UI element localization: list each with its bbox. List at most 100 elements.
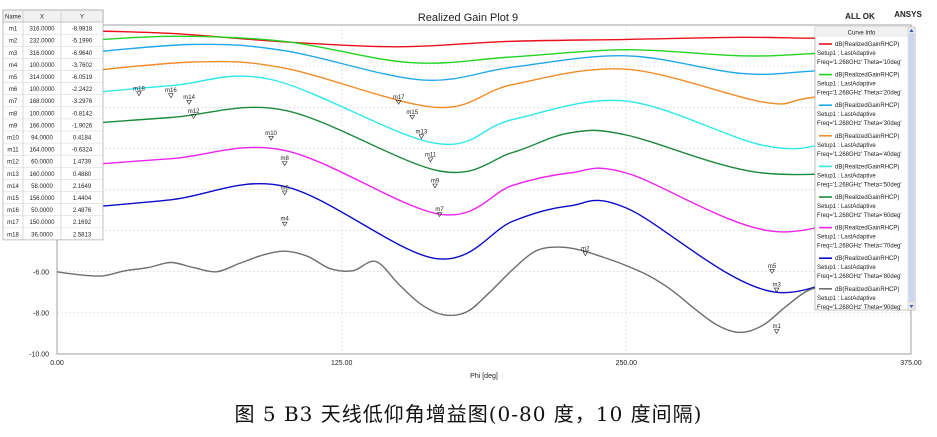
- marker-table-cell: 232.0000: [29, 39, 55, 45]
- marker-table-cell: 156.0000: [29, 196, 55, 202]
- legend-header: [815, 27, 908, 37]
- legend-entry-setup: Setup1 : LastAdaptive: [817, 173, 876, 179]
- marker-table-cell: 166.0000: [29, 123, 55, 129]
- marker-m17: [395, 99, 402, 105]
- marker-table: Name X Ym1 316.0000 -8.9818 m2 232.0000 -5.1990…: [2, 9, 104, 241]
- marker-table-cell: m11: [7, 148, 19, 154]
- legend-entry-name: dB(RealizedGainRHCP): [835, 226, 899, 232]
- marker-m15: [409, 114, 416, 120]
- legend-entry-setup: Setup1 : LastAdaptive: [817, 204, 876, 210]
- y-tick-label: -8.00: [33, 310, 49, 317]
- grid-lines: [57, 25, 911, 354]
- marker-m5: [769, 269, 775, 274]
- marker-m14: [186, 100, 192, 105]
- marker-table-cell: 316.0000: [29, 51, 55, 57]
- status-ok-label: ALL OK: [845, 12, 875, 21]
- legend-entry-freq: Freq='1.268GHz' Theta='20deg': [817, 91, 902, 97]
- x-tick-label: 250.00: [616, 360, 638, 367]
- legend-entry-name: dB(RealizedGainRHCP): [835, 287, 899, 293]
- series-line-5: [57, 75, 911, 150]
- marker-label-m9: m9: [431, 178, 440, 184]
- legend-entry-setup: Setup1 : LastAdaptive: [817, 265, 876, 271]
- marker-label-m12: m12: [188, 109, 200, 115]
- marker-table-cell: 0.4880: [73, 172, 92, 178]
- marker-table-cell: -3.2976: [72, 99, 93, 105]
- marker-m11: [427, 157, 434, 163]
- legend-scroll-thumb[interactable]: [909, 33, 914, 302]
- marker-table-cell: 164.0000: [29, 148, 55, 154]
- series-line-4: [57, 60, 911, 109]
- plot-area: [56, 24, 912, 355]
- marker-table-cell: 60.0000: [31, 160, 53, 166]
- marker-table-cell: m9: [9, 123, 18, 129]
- marker-table-cell: 58.0000: [31, 184, 53, 190]
- marker-m9: [432, 183, 438, 189]
- marker-table-cell: m5: [9, 75, 18, 81]
- marker-table-cell: 2.1649: [73, 184, 92, 190]
- ansys-logo: ANSYS: [894, 10, 922, 19]
- legend-entry-name: dB(RealizedGainRHCP): [835, 42, 899, 48]
- marker-table-cell: -2.2422: [72, 87, 93, 93]
- series-line-8: [57, 182, 911, 294]
- marker-m7: [436, 212, 443, 218]
- marker-table-cell: 50.0000: [31, 208, 53, 214]
- marker-table-cell: m3: [9, 51, 18, 57]
- marker-label-m1: m1: [772, 324, 781, 330]
- legend-entry-name: dB(RealizedGainRHCP): [835, 103, 899, 109]
- marker-m18: [136, 91, 142, 97]
- realized-gain-chart: Realized Gain Plot 9 ALL OK ANSYS m1 m2 m3…: [2, 9, 923, 380]
- marker-table-cell: 168.0000: [29, 99, 55, 105]
- y-tick-label: -6.00: [33, 269, 49, 276]
- marker-table-cell: 150.0000: [29, 220, 55, 226]
- marker-table-cell: -8.9818: [72, 27, 93, 33]
- marker-m4: [281, 221, 288, 227]
- series-line-3: [57, 43, 911, 82]
- marker-table-cell: 36.0000: [31, 232, 53, 238]
- marker-m3: [773, 287, 780, 293]
- marker-table-cell: m16: [7, 208, 19, 214]
- marker-table-header: Name: [5, 15, 22, 21]
- marker-layer: m1 m2 m3 m4 m5 m6 m7 m8 m9 m10 m11 m12 m13 m14 m15 m16 m…: [133, 86, 781, 335]
- legend-scroll-up-icon[interactable]: [909, 29, 914, 32]
- marker-table-cell: 160.0000: [29, 172, 55, 178]
- marker-table-cell: -6.0519: [72, 75, 93, 81]
- marker-label-m13: m13: [416, 129, 428, 135]
- legend-entry-name: dB(RealizedGainRHCP): [835, 256, 899, 262]
- marker-table-cell: m10: [7, 136, 19, 142]
- legend-entry-freq: Freq='1.268GHz' Theta='10deg': [817, 60, 902, 66]
- marker-table-box: [2, 9, 104, 241]
- series-line-9: [57, 246, 911, 334]
- marker-m10: [268, 135, 274, 141]
- legend-entry-setup: Setup1 : LastAdaptive: [817, 51, 876, 57]
- marker-table-cell: m1: [9, 27, 18, 33]
- marker-label-m2: m2: [581, 246, 590, 252]
- legend-entry-name: dB(RealizedGainRHCP): [835, 195, 899, 201]
- marker-table-cell: 2.1692: [73, 220, 92, 226]
- marker-table-cell: -5.1990: [72, 39, 93, 45]
- marker-m2: [582, 251, 589, 257]
- legend: Curve Info dB(RealizedGainRHCP) Setup1 : L…: [814, 26, 916, 311]
- marker-label-m18: m18: [133, 86, 145, 92]
- marker-table-cell: m4: [9, 63, 18, 69]
- legend-scroll-down-icon[interactable]: [909, 305, 914, 308]
- marker-table-cell: 100.0000: [29, 111, 55, 117]
- x-tick-label: 0.00: [50, 360, 64, 367]
- marker-table-cell: m18: [7, 232, 19, 238]
- marker-table-header: X: [40, 15, 44, 21]
- legend-entry-freq: Freq='1.268GHz' Theta='50deg': [817, 182, 902, 188]
- legend-entry-freq: Freq='1.268GHz' Theta='90deg': [817, 305, 902, 311]
- chart-title: Realized Gain Plot 9: [418, 12, 518, 24]
- legend-entry-freq: Freq='1.268GHz' Theta='40deg': [817, 152, 902, 158]
- legend-entry-freq: Freq='1.268GHz' Theta='30deg': [817, 121, 902, 127]
- marker-label-m14: m14: [183, 95, 195, 101]
- marker-label-m6: m6: [281, 185, 290, 191]
- marker-table-cell: m17: [7, 220, 19, 226]
- legend-entry-name: dB(RealizedGainRHCP): [835, 73, 899, 79]
- marker-table-cell: -1.9026: [72, 123, 93, 129]
- marker-table-cell: m6: [9, 87, 18, 93]
- series-layer: [57, 29, 911, 334]
- legend-entry-freq: Freq='1.268GHz' Theta='70deg': [817, 244, 902, 250]
- x-axis-label: Phi [deg]: [470, 373, 498, 380]
- marker-label-m17: m17: [393, 95, 405, 101]
- marker-m6: [281, 190, 288, 196]
